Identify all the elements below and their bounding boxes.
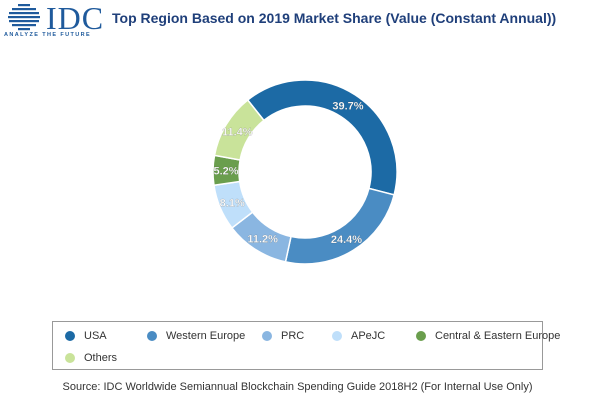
data-label: 5.2%	[213, 166, 238, 178]
legend-item: PRC	[262, 330, 304, 342]
legend-marker	[65, 331, 75, 341]
data-label: 39.7%	[332, 101, 363, 113]
logo-tagline: ANALYZE THE FUTURE	[4, 32, 92, 38]
legend-marker	[147, 331, 157, 341]
data-label: 8.1%	[220, 198, 245, 210]
legend: USA Western Europe PRC APeJC Central & Easte…	[52, 321, 560, 370]
legend-marker	[332, 331, 342, 341]
legend-marker	[262, 331, 272, 341]
legend-label: USA	[84, 330, 107, 342]
slice-western-europe	[284, 187, 396, 265]
chart-title: Top Region Based on 2019 Market Share (V…	[112, 10, 557, 26]
donut-chart: 39.7% 24.4% 11.2% 8.1% 5.2% 11.4%	[212, 79, 398, 265]
legend-item: USA	[65, 330, 107, 342]
data-label: 11.4%	[222, 126, 253, 138]
slice-others	[213, 98, 265, 161]
legend-item: Others	[65, 352, 117, 364]
legend-marker	[65, 353, 75, 363]
legend-marker	[416, 331, 426, 341]
legend-label: Western Europe	[166, 330, 246, 342]
slice-usa	[246, 79, 398, 196]
globe-icon	[8, 4, 40, 31]
legend-item: APeJC	[332, 330, 385, 342]
legend-label: APeJC	[351, 330, 386, 342]
legend-label: Central & Eastern Europe	[435, 330, 561, 342]
data-label: 24.4%	[331, 234, 362, 246]
legend-label: Others	[84, 352, 118, 364]
logo-text: IDC	[46, 0, 105, 36]
source-note: Source: IDC Worldwide Semiannual Blockch…	[62, 381, 533, 393]
legend-item: Western Europe	[147, 330, 245, 342]
legend-item: Central & Eastern Europe	[416, 330, 560, 342]
legend-label: PRC	[281, 330, 305, 342]
data-label: 11.2%	[247, 234, 278, 246]
idc-logo: IDC ANALYZE THE FUTURE	[2, 0, 105, 42]
